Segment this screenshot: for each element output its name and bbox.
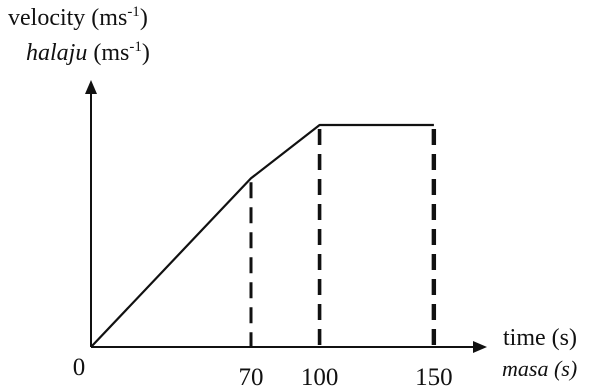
axes <box>85 80 487 353</box>
velocity-line <box>90 123 434 348</box>
y-axis-arrowhead <box>85 80 97 94</box>
dashed-guides <box>249 129 437 347</box>
x-tick-labels: 0 70 100 150 <box>73 354 453 388</box>
x-axis-arrowhead <box>473 341 487 353</box>
y-axis-label: velocity (ms-1) <box>8 4 148 31</box>
x-tick-150: 150 <box>415 364 453 388</box>
origin-label: 0 <box>73 354 86 381</box>
x-axis-label-malay: masa (s) <box>502 356 578 381</box>
x-axis-label: time (s) <box>503 325 577 351</box>
x-tick-100: 100 <box>301 364 339 388</box>
y-axis-label-malay: halaju (ms-1) <box>26 39 150 66</box>
series <box>90 123 434 348</box>
x-tick-70: 70 <box>238 364 263 388</box>
